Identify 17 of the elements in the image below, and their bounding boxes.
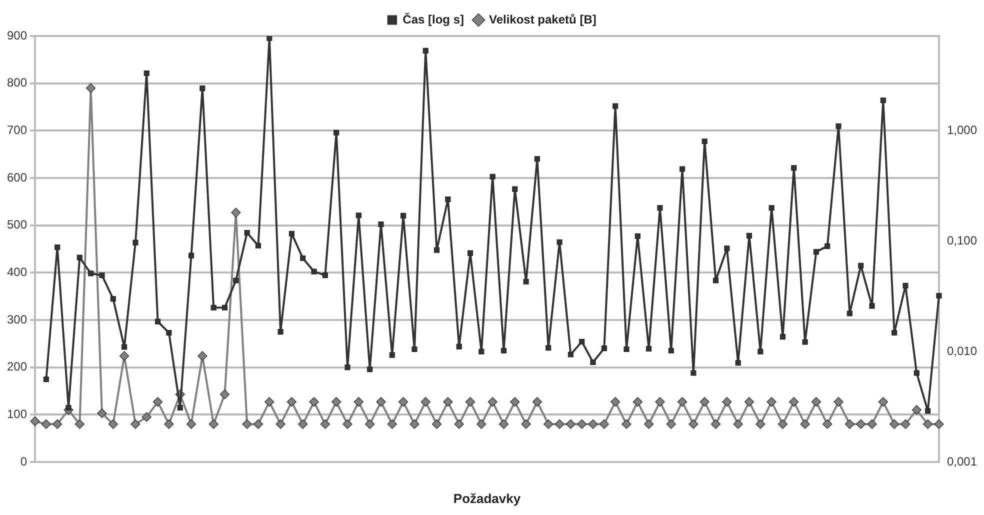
y-tick-label: 100 <box>6 406 28 421</box>
y2-tick-label: 0,100 <box>946 233 978 248</box>
y-tick-label: 900 <box>6 28 28 42</box>
y2-tick-label: 1,000 <box>946 122 978 137</box>
legend-label: Čas [log s] <box>402 12 464 26</box>
legend-label: Velikost paketů [B] <box>488 12 596 26</box>
y-tick-label: 0 <box>20 454 28 468</box>
x-axis-title: Požadavky <box>453 490 522 506</box>
y2-tick-label: 0,001 <box>946 454 978 468</box>
y-tick-label: 200 <box>6 360 28 374</box>
y-tick-label: 300 <box>6 312 28 326</box>
y2-tick-label: 0,010 <box>946 344 978 358</box>
y-tick-label: 400 <box>6 264 28 279</box>
y-tick-label: 700 <box>6 122 28 137</box>
y-tick-label: 600 <box>6 170 28 184</box>
y-tick-label: 500 <box>6 218 28 232</box>
y-tick-label: 800 <box>6 76 28 90</box>
